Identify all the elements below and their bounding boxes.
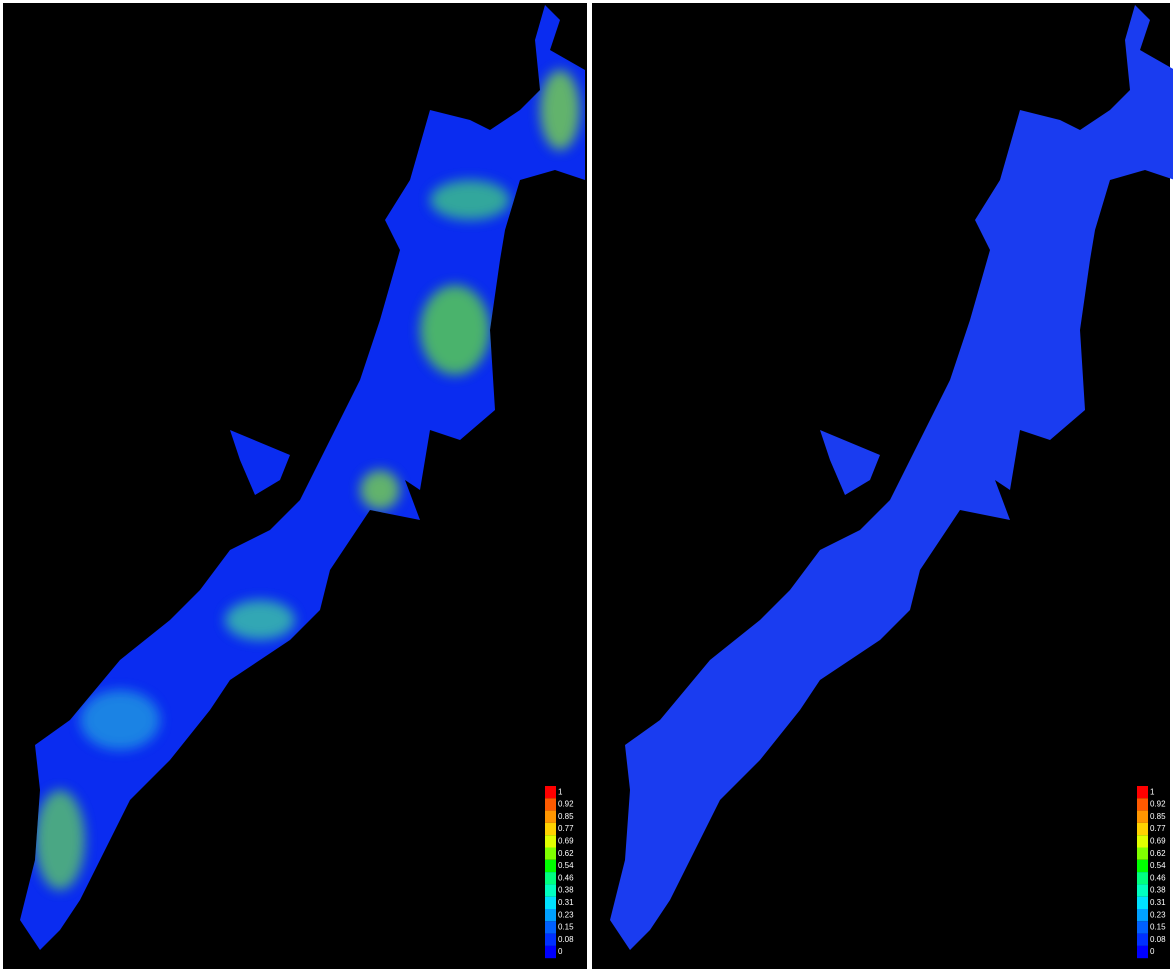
legend-swatch <box>545 848 556 860</box>
legend-swatch <box>545 946 556 958</box>
legend-swatch <box>545 798 556 810</box>
legend-label: 0.54 <box>558 861 574 870</box>
legend-label: 0.38 <box>1150 886 1166 895</box>
legend-label: 0.15 <box>1150 923 1166 932</box>
legend-swatch <box>545 811 556 823</box>
legend-swatch <box>545 872 556 884</box>
legend-swatch <box>1137 909 1148 921</box>
legend-swatch <box>1137 897 1148 909</box>
legend-label: 1 <box>1150 787 1155 796</box>
legend-label: 0.85 <box>558 812 574 821</box>
legend-label: 1 <box>558 787 563 796</box>
legend-swatch <box>1137 921 1148 933</box>
legend-swatch <box>1137 934 1148 946</box>
legend-swatch <box>545 860 556 872</box>
legend-label: 0.08 <box>1150 935 1166 944</box>
legend-label: 0.23 <box>558 910 574 919</box>
legend-label: 0.77 <box>558 824 574 833</box>
legend-label: 0.08 <box>558 935 574 944</box>
legend-swatch <box>545 909 556 921</box>
legend-label: 0.46 <box>558 873 574 882</box>
legend-label: 0.31 <box>558 898 574 907</box>
legend-swatch <box>1137 823 1148 835</box>
legend-swatch <box>1137 786 1148 798</box>
legend-swatch <box>545 835 556 847</box>
legend-label: 0.77 <box>1150 824 1166 833</box>
legend-swatch <box>545 884 556 896</box>
legend-swatch <box>1137 798 1148 810</box>
legend-swatch <box>545 921 556 933</box>
legend-label: 0.54 <box>1150 861 1166 870</box>
legend-label: 0.62 <box>1150 849 1166 858</box>
legend-label: 0 <box>1150 947 1155 956</box>
legend-label: 0.23 <box>1150 910 1166 919</box>
legend-swatch <box>1137 811 1148 823</box>
page: 1 0.92 0.85 0.77 0.69 0.62 0.54 0.46 0.38 0.31 0.2… <box>0 0 1173 972</box>
legend-label: 0.31 <box>1150 898 1166 907</box>
legend-swatch <box>545 823 556 835</box>
legend-swatch <box>545 786 556 798</box>
legend-swatch <box>1137 872 1148 884</box>
legend-label: 0.69 <box>558 836 574 845</box>
legend-swatch <box>1137 946 1148 958</box>
legend-label: 0.92 <box>1150 800 1166 809</box>
legend-label: 0.62 <box>558 849 574 858</box>
legend-label: 0.46 <box>1150 873 1166 882</box>
legend-swatch <box>1137 835 1148 847</box>
legend-label: 0.69 <box>1150 836 1166 845</box>
legend-label: 0.92 <box>558 800 574 809</box>
legend-swatch <box>1137 860 1148 872</box>
legend-swatch <box>545 934 556 946</box>
legend-label: 0 <box>558 947 563 956</box>
legend-label: 0.85 <box>1150 812 1166 821</box>
legend-label: 0.38 <box>558 886 574 895</box>
legend-swatch <box>1137 884 1148 896</box>
legend-label: 0.15 <box>558 923 574 932</box>
legend-swatch <box>1137 848 1148 860</box>
legend-swatch <box>545 897 556 909</box>
